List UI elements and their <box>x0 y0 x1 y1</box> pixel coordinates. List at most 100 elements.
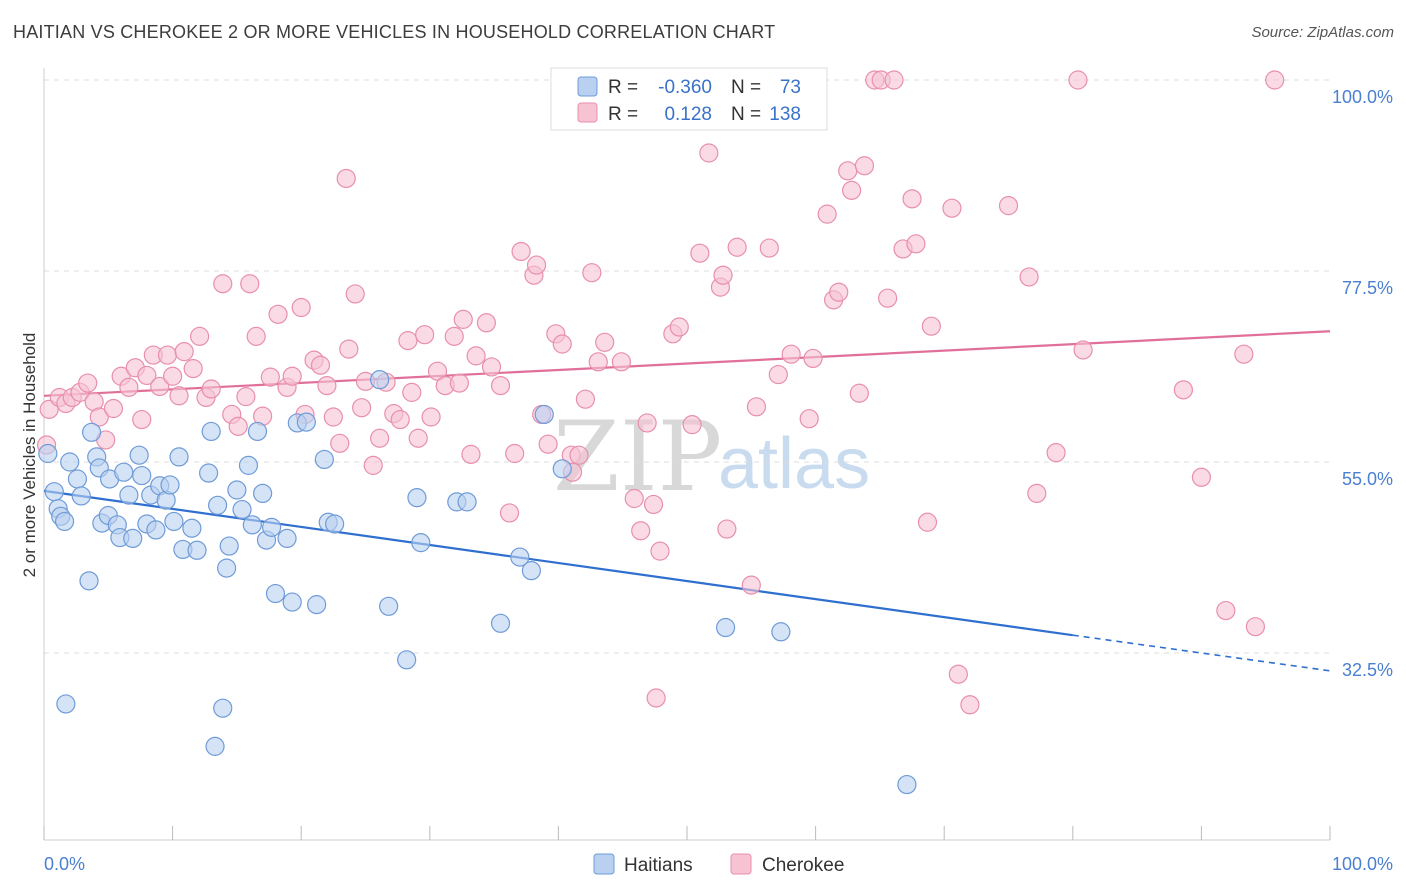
cherokee-point <box>370 428 390 448</box>
cherokee-point <box>690 243 710 263</box>
haitians-trend-extension <box>1072 634 1331 672</box>
bottom-legend-cherokee-label: Cherokee <box>762 855 844 876</box>
cherokee-point <box>1265 70 1285 90</box>
cherokee-point <box>461 444 481 464</box>
haitians-point <box>160 475 180 495</box>
cherokee-point <box>917 512 938 532</box>
cherokee-point <box>727 237 747 257</box>
cherokee-point <box>1046 443 1066 463</box>
haitians-point <box>282 592 302 612</box>
cherokee-point <box>363 455 383 475</box>
cherokee-point <box>842 180 862 200</box>
cherokee-point <box>552 334 572 354</box>
haitians-point <box>44 482 64 502</box>
cherokee-point <box>921 316 941 336</box>
haitians-point <box>265 583 286 604</box>
cherokee-point <box>595 332 615 352</box>
cherokee-point <box>854 156 875 176</box>
cherokee-point <box>1191 467 1212 487</box>
cherokee-point <box>799 409 819 429</box>
cherokee-point <box>103 398 124 419</box>
haitians-point <box>307 595 327 615</box>
cherokee-point <box>884 70 904 90</box>
haitians-point <box>370 370 390 390</box>
cherokee-point <box>190 326 210 346</box>
haitians-point <box>132 465 152 486</box>
haitians-point <box>169 447 189 467</box>
legend-haitians-swatch <box>577 76 598 97</box>
haitians-point <box>201 421 221 442</box>
cherokee-point <box>699 143 719 163</box>
cherokee-point <box>398 331 418 351</box>
cherokee-point <box>746 397 767 417</box>
haitians-point <box>411 533 431 553</box>
haitians-point <box>325 514 345 534</box>
haitians-point <box>119 485 139 505</box>
cherokee-point <box>505 443 525 464</box>
haitians-point <box>534 404 554 425</box>
haitians-point <box>521 561 541 581</box>
series-legend: Haitians Cherokee <box>593 853 844 876</box>
grid-lines <box>44 79 1330 654</box>
cherokee-point <box>466 346 486 366</box>
cherokee-point <box>499 503 520 523</box>
haitians-point <box>213 698 233 718</box>
watermark-atlas: atlas <box>718 424 870 504</box>
data-points <box>36 70 1285 795</box>
haitians-point <box>79 571 99 591</box>
haitians-point <box>187 540 207 560</box>
cherokee-point <box>260 367 280 387</box>
haitians-point <box>253 483 273 504</box>
cherokee-point <box>575 389 596 409</box>
cherokee-point <box>713 265 733 285</box>
y-tick-label: 77.5% <box>1342 278 1393 298</box>
cherokee-point <box>408 428 428 448</box>
haitians-point <box>552 459 572 479</box>
cherokee-point <box>741 575 761 595</box>
haitians-point <box>277 528 297 549</box>
y-tick-label: 32.5% <box>1342 660 1393 680</box>
cherokee-point <box>137 365 157 386</box>
y-axis-label: 2 or more Vehicles in Household <box>20 333 39 578</box>
x-tick-label-min: 0.0% <box>44 854 85 874</box>
correlation-legend: R = -0.360 N = 73 R = 0.128 N = 138 <box>550 67 828 131</box>
cherokee-point <box>1173 380 1193 400</box>
haitians-point <box>490 613 511 633</box>
haitians-point <box>897 774 917 795</box>
cherokee-point <box>213 274 233 294</box>
cherokee-point <box>650 541 670 561</box>
cherokee-point <box>646 688 666 708</box>
x-tick-label-max: 100.0% <box>1332 854 1393 874</box>
cherokee-point <box>1216 600 1236 621</box>
cherokee-point <box>449 373 469 393</box>
cherokee-point <box>402 382 422 402</box>
cherokee-point <box>119 377 139 397</box>
cherokee-point <box>669 317 689 337</box>
haitians-point <box>247 421 268 442</box>
cherokee-point <box>183 359 203 379</box>
legend-haitians-r-label: R = <box>608 77 638 98</box>
cherokee-point <box>637 413 657 433</box>
haitians-point <box>123 528 143 549</box>
cherokee-point <box>817 204 837 224</box>
haitians-point <box>238 455 259 475</box>
cherokee-point <box>453 309 473 329</box>
cherokee-point <box>849 383 869 403</box>
haitians-point <box>71 486 91 506</box>
haitians-point <box>242 515 262 535</box>
cherokee-point <box>132 409 152 430</box>
cherokee-point <box>228 416 248 436</box>
bottom-legend-haitians-swatch <box>593 853 615 875</box>
cherokee-point <box>421 407 441 427</box>
cherokee-point <box>157 345 178 365</box>
legend-cherokee-r-value: 0.128 <box>664 104 712 125</box>
cherokee-point <box>169 386 189 406</box>
bottom-legend-haitians-label: Haitians <box>624 855 693 876</box>
legend-cherokee-r-label: R = <box>608 104 638 125</box>
cherokee-point <box>163 366 183 386</box>
haitians-point <box>54 511 75 532</box>
cherokee-point <box>236 387 256 407</box>
cherokee-point <box>878 288 898 308</box>
cherokee-point <box>89 407 109 427</box>
